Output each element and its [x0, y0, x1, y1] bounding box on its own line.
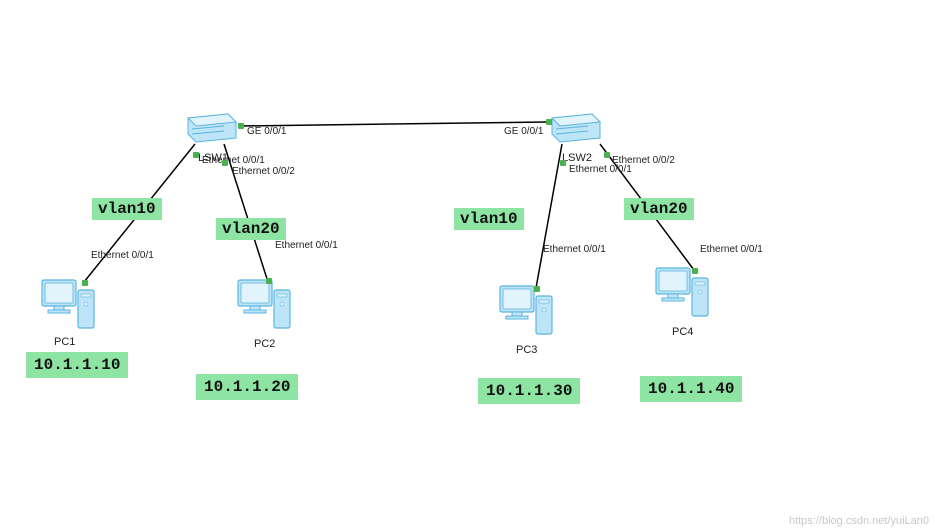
device-label: PC1 — [54, 336, 75, 348]
vlan-tag: vlan10 — [92, 198, 162, 220]
port-label: Ethernet 0/0/2 — [612, 155, 675, 166]
port-label: Ethernet 0/0/1 — [700, 244, 763, 255]
port-dot — [604, 152, 610, 158]
ip-tag: 10.1.1.10 — [26, 352, 128, 378]
pc-pc3 — [498, 282, 558, 338]
watermark: https://blog.csdn.net/yuiLan0 — [789, 515, 929, 527]
port-dot — [546, 119, 552, 125]
port-dot — [238, 123, 244, 129]
port-dot — [560, 160, 566, 166]
port-label: Ethernet 0/0/1 — [202, 155, 265, 166]
port-dot — [266, 278, 272, 284]
port-label: Ethernet 0/0/2 — [232, 166, 295, 177]
pc-pc1 — [40, 276, 100, 332]
ip-tag: 10.1.1.30 — [478, 378, 580, 404]
vlan-tag: vlan20 — [624, 198, 694, 220]
vlan-tag: vlan10 — [454, 208, 524, 230]
port-label: GE 0/0/1 — [247, 126, 286, 137]
port-dot — [222, 160, 228, 166]
port-dot — [692, 268, 698, 274]
ip-tag: 10.1.1.40 — [640, 376, 742, 402]
port-label: Ethernet 0/0/1 — [543, 244, 606, 255]
switch-lsw2 — [548, 108, 604, 144]
device-label: PC4 — [672, 326, 693, 338]
device-label: LSW2 — [562, 152, 592, 164]
link — [536, 144, 562, 288]
device-label: PC2 — [254, 338, 275, 350]
port-label: Ethernet 0/0/1 — [275, 240, 338, 251]
port-dot — [193, 152, 199, 158]
pc-pc4 — [654, 264, 714, 320]
port-dot — [534, 286, 540, 292]
links-layer — [0, 0, 935, 531]
device-label: PC3 — [516, 344, 537, 356]
port-label: GE 0/0/1 — [504, 126, 543, 137]
port-label: Ethernet 0/0/1 — [91, 250, 154, 261]
switch-lsw1 — [184, 108, 240, 144]
pc-pc2 — [236, 276, 296, 332]
ip-tag: 10.1.1.20 — [196, 374, 298, 400]
port-dot — [82, 280, 88, 286]
vlan-tag: vlan20 — [216, 218, 286, 240]
